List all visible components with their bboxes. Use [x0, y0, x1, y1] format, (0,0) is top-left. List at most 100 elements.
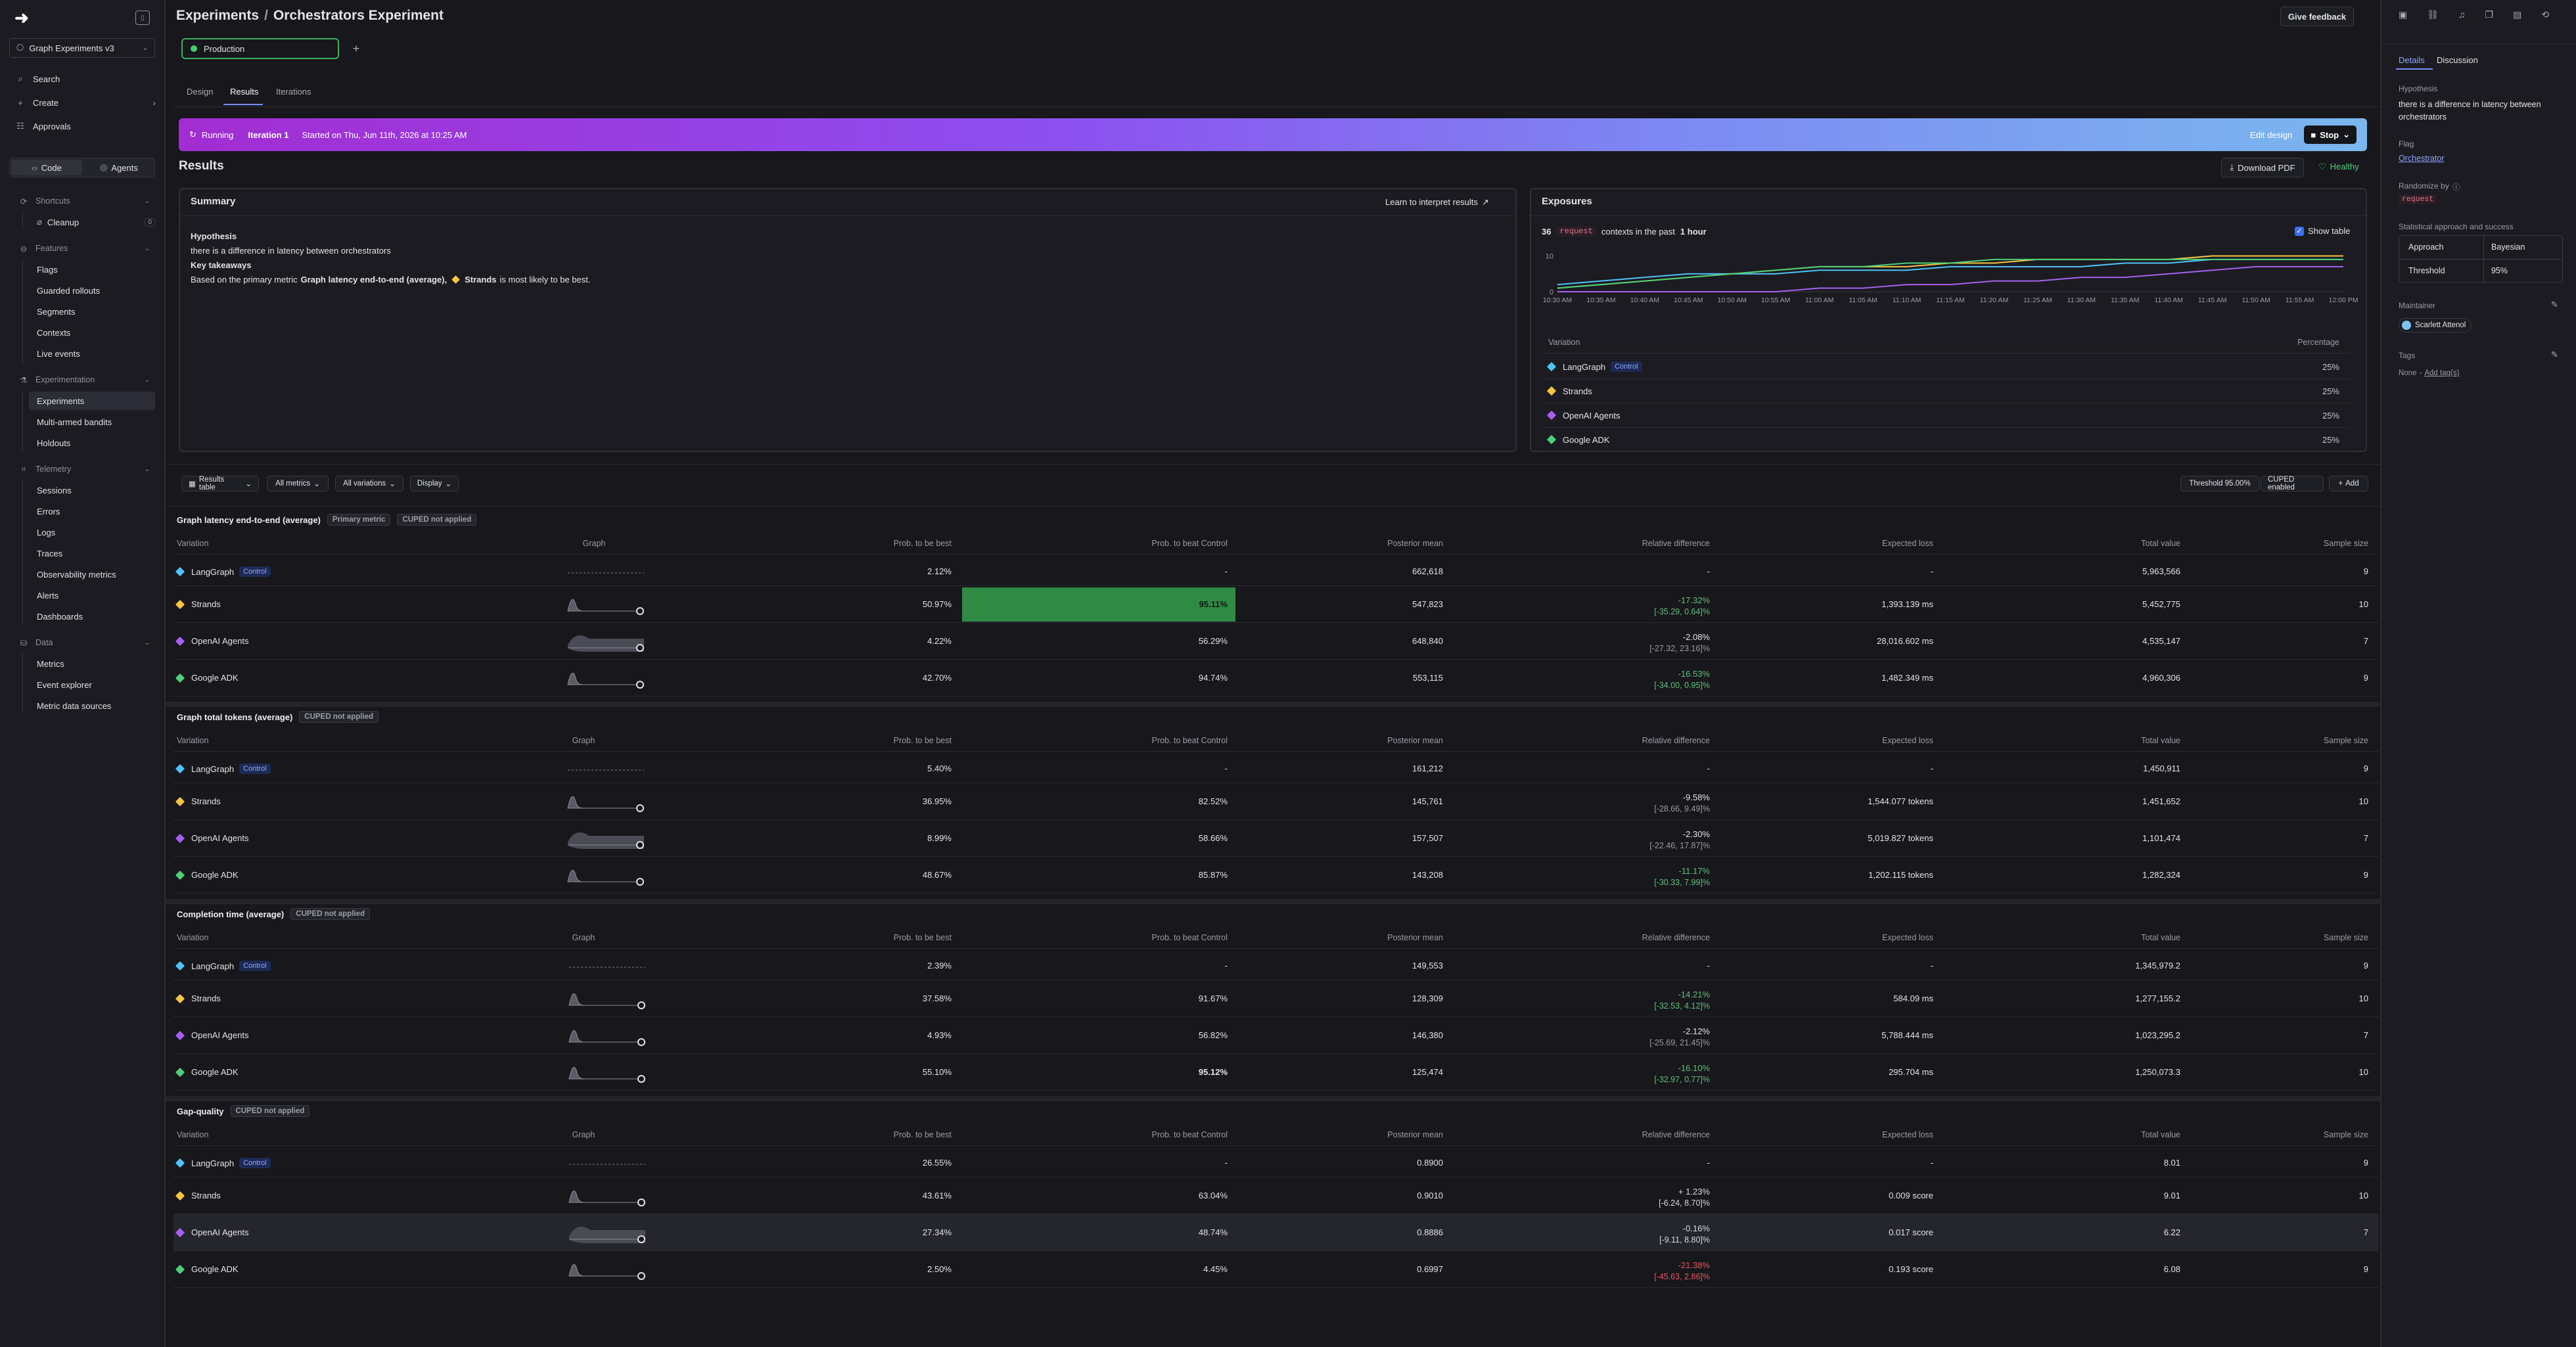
bell-icon[interactable]: ♫ [2458, 9, 2466, 20]
posterior-sparkline [567, 672, 644, 689]
variation-cell: OpenAI Agents [175, 1227, 248, 1237]
add-metric-button[interactable]: + Add [2329, 476, 2368, 491]
tab-iterations[interactable]: Iterations [276, 87, 311, 97]
table-row[interactable]: LangGraph Control 2.39% - 149,553 - - 1,345,979… [173, 951, 2379, 980]
nav-errors[interactable]: Errors [29, 502, 155, 520]
nav-search[interactable]: ⌕ Search [14, 70, 156, 88]
all-metrics-dropdown[interactable]: All metrics ⌄ [267, 476, 329, 491]
metric-title[interactable]: Completion time (average) [177, 909, 285, 919]
table-row[interactable]: LangGraph Control 2.12% - 662,618 - - 5,963,566… [173, 557, 2379, 586]
tab-discussion[interactable]: Discussion [2437, 55, 2478, 65]
section-data[interactable]: ⛁ Data ⌄ [18, 635, 150, 651]
summary-icon[interactable]: ▣ [2399, 9, 2408, 20]
section-shortcuts[interactable]: ⟳ Shortcuts ⌄ [18, 193, 150, 209]
cuped-button[interactable]: CUPED enabled [2261, 476, 2324, 491]
nav-holdouts[interactable]: Holdouts [29, 434, 155, 452]
breadcrumb-parent[interactable]: Experiments [176, 8, 260, 23]
workspace-switcher[interactable]: ⎔ Graph Experiments v3 ⌄ [9, 38, 155, 58]
nav-segments[interactable]: Segments [29, 302, 155, 321]
table-row[interactable]: OpenAI Agents 4.93% 56.82% 146,380 -2.12% [-2… [173, 1017, 2379, 1054]
table-row[interactable]: Strands 43.61% 63.04% 0.9010 + 1.23% [-6.24, … [173, 1177, 2379, 1214]
nav-traces[interactable]: Traces [29, 544, 155, 562]
x-tick-label: 10:35 AM [1586, 296, 1615, 304]
show-table-toggle[interactable]: ✓ Show table [2295, 226, 2350, 236]
table-row[interactable]: Strands 36.95% 82.52% 145,761 -9.58% [-28.66,… [173, 783, 2379, 820]
table-row[interactable]: Google ADK 48.67% 85.87% 143,208 -11.17% [-30… [173, 857, 2379, 894]
table-row[interactable]: LangGraph Control 26.55% - 0.8900 - - 8.01 9 [173, 1149, 2379, 1177]
archive-icon[interactable]: ▤ [2513, 9, 2522, 20]
add-tags-link[interactable]: Add tag(s) [2424, 369, 2460, 377]
checkbox-checked-icon[interactable]: ✓ [2295, 226, 2304, 236]
metric-title[interactable]: Gap-quality [177, 1106, 224, 1116]
history-icon[interactable]: ⟲ [2541, 9, 2550, 20]
edit-design-button[interactable]: Edit design [2250, 129, 2293, 140]
cell-rel: - [1707, 764, 1710, 773]
table-row[interactable]: Strands 37.58% 91.67% 128,309 -14.21% [-32.53… [173, 980, 2379, 1017]
nav-observability-metrics[interactable]: Observability metrics [29, 565, 155, 583]
section-telemetry[interactable]: ⌗ Telemetry ⌄ [18, 461, 150, 477]
chevron-down-icon: ⌄ [144, 244, 150, 252]
environment-selector[interactable]: Production [181, 38, 339, 59]
give-feedback-button[interactable]: Give feedback [2280, 7, 2354, 26]
tabs-divider [173, 106, 2379, 107]
tab-details[interactable]: Details [2399, 55, 2425, 65]
nav-dashboards[interactable]: Dashboards [29, 607, 155, 626]
results-table-dropdown[interactable]: ▦ Results table ⌄ [181, 476, 259, 491]
agents-toggle[interactable]: ◎ Agents [83, 158, 154, 177]
display-dropdown[interactable]: Display ⌄ [410, 476, 459, 491]
stop-button[interactable]: ■ Stop ⌄ [2304, 126, 2357, 144]
all-variations-dropdown[interactable]: All variations ⌄ [335, 476, 403, 491]
edit-maintainer-icon[interactable]: ✎ [2551, 300, 2558, 309]
nav-approvals[interactable]: ☷ Approvals [14, 117, 156, 135]
link-icon[interactable]: ⛓ [2427, 9, 2439, 20]
learn-results-link[interactable]: Learn to interpret results ↗ [1385, 197, 1489, 208]
table-row[interactable]: Strands 50.97% 95.11% 547,823 -17.32% [-35.29… [173, 586, 2379, 623]
code-agents-toggle: ‹› Code ◎ Agents [9, 158, 155, 177]
threshold-button[interactable]: Threshold 95.00% [2180, 476, 2259, 491]
copy-icon[interactable]: ❐ [2485, 9, 2494, 20]
tab-results[interactable]: Results [230, 87, 259, 97]
table-row[interactable]: Google ADK 2.50% 4.45% 0.6997 -21.38% [-45.63… [173, 1251, 2379, 1288]
maintainer-name: Scarlett Attenol [2415, 321, 2466, 329]
section-experimentation[interactable]: ⚗ Experimentation ⌄ [18, 372, 150, 388]
nav-metric-data-sources[interactable]: Metric data sources [29, 696, 155, 715]
nav-flags[interactable]: Flags [29, 260, 155, 279]
download-pdf-button[interactable]: ⤓ Download PDF [2221, 158, 2304, 177]
nav-experiments[interactable]: Experiments [29, 392, 155, 410]
nav-logs[interactable]: Logs [29, 523, 155, 541]
tab-design[interactable]: Design [187, 87, 214, 97]
column-header: Sample size [2323, 1130, 2368, 1139]
shortcut-cleanup[interactable]: ⌀ Cleanup 0 [29, 213, 155, 231]
metric-title[interactable]: Graph total tokens (average) [177, 712, 293, 722]
metric-title[interactable]: Graph latency end-to-end (average) [177, 514, 321, 525]
nav-guarded-rollouts[interactable]: Guarded rollouts [29, 281, 155, 300]
code-toggle[interactable]: ‹› Code [11, 160, 82, 175]
table-row[interactable]: Google ADK 42.70% 94.74% 553,115 -16.53% [-34… [173, 660, 2379, 696]
nav-sessions[interactable]: Sessions [29, 481, 155, 499]
table-row[interactable]: OpenAI Agents 4.22% 56.29% 648,840 -2.08% [-2… [173, 623, 2379, 660]
maintainer-chip[interactable]: Scarlett Attenol [2399, 318, 2472, 332]
exposures-summary: 36 request contexts in the past 1 hour [1542, 226, 1707, 237]
nav-label: Live events [37, 348, 80, 359]
cell-mean: 143,208 [1412, 870, 1443, 880]
edit-tags-icon[interactable]: ✎ [2551, 350, 2558, 359]
section-features[interactable]: ⊖ Features ⌄ [18, 240, 150, 256]
table-row[interactable]: LangGraph Control 5.40% - 161,212 - - 1,450,911… [173, 754, 2379, 783]
nav-create[interactable]: + Create › [14, 93, 156, 112]
col-variation: Variation [1548, 338, 1580, 347]
collapse-sidebar-icon[interactable]: ▯ [135, 11, 150, 25]
nav-contexts[interactable]: Contexts [29, 323, 155, 342]
nav-multi-armed-bandits[interactable]: Multi-armed bandits [29, 413, 155, 431]
cell-best: 4.93% [927, 1030, 952, 1040]
panel-flag-link[interactable]: Orchestrator [2399, 154, 2445, 163]
table-row[interactable]: OpenAI Agents 27.34% 48.74% 0.8886 -0.16% [-9… [173, 1214, 2379, 1251]
app-logo-icon[interactable]: ➜ [14, 7, 29, 28]
add-environment-icon[interactable]: + [352, 41, 360, 55]
table-row[interactable]: Google ADK 55.10% 95.12% 125,474 -16.10% [-32… [173, 1054, 2379, 1091]
nav-metrics[interactable]: Metrics [29, 654, 155, 673]
nav-event-explorer[interactable]: Event explorer [29, 675, 155, 694]
nav-alerts[interactable]: Alerts [29, 586, 155, 605]
table-row[interactable]: OpenAI Agents 8.99% 58.66% 157,507 -2.30% [-2… [173, 820, 2379, 857]
nav-live-events[interactable]: Live events [29, 344, 155, 363]
x-tick-label: 11:10 AM [1893, 296, 1921, 304]
